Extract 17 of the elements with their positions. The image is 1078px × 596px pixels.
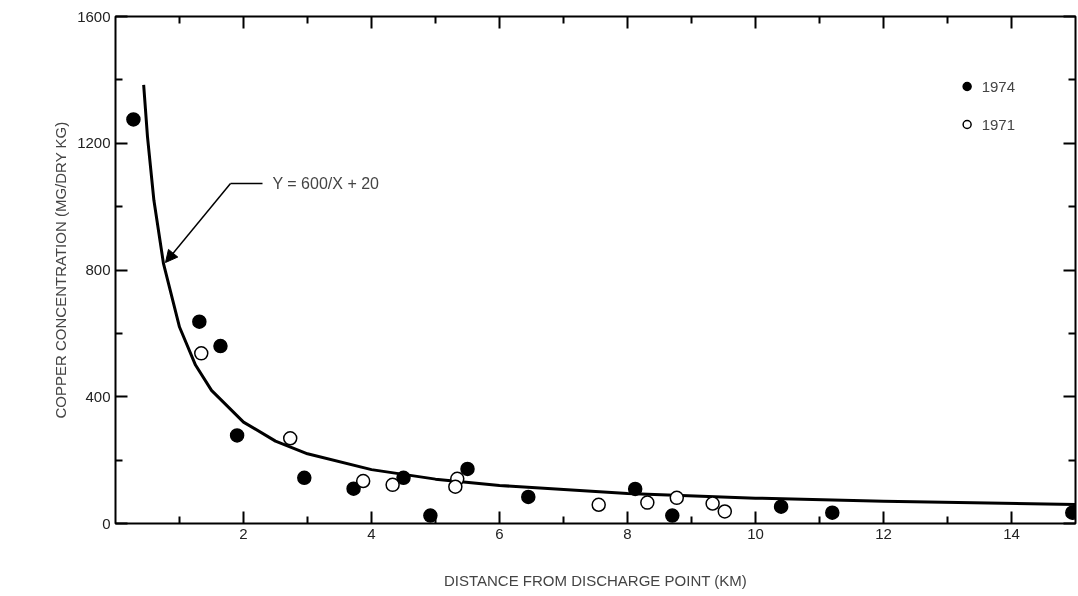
- y-tick-label: 800: [85, 261, 111, 278]
- x-tick-label: 14: [1003, 524, 1020, 542]
- y-tick-label: 1200: [77, 134, 111, 152]
- y-axis-title: COPPER CONCENTRATION (MG/DRY KG): [52, 121, 70, 419]
- y-tick-label: 400: [85, 387, 111, 405]
- annotation: Y = 600/X + 20: [272, 175, 380, 192]
- x-tick-label: 2: [239, 524, 248, 542]
- x-tick-label: 10: [747, 524, 764, 542]
- y-tick-label: 1600: [77, 7, 111, 25]
- x-axis-title: DISTANCE FROM DISCHARGE POINT (KM): [443, 571, 747, 589]
- legend-label: 1974: [981, 77, 1015, 95]
- x-tick-label: 6: [495, 524, 504, 542]
- legend-label: 1971: [981, 115, 1015, 133]
- x-tick-label: 8: [623, 524, 632, 542]
- x-tick-label: 4: [367, 524, 376, 542]
- y-tick-label: 0: [102, 514, 111, 532]
- x-tick-label: 12: [875, 524, 892, 542]
